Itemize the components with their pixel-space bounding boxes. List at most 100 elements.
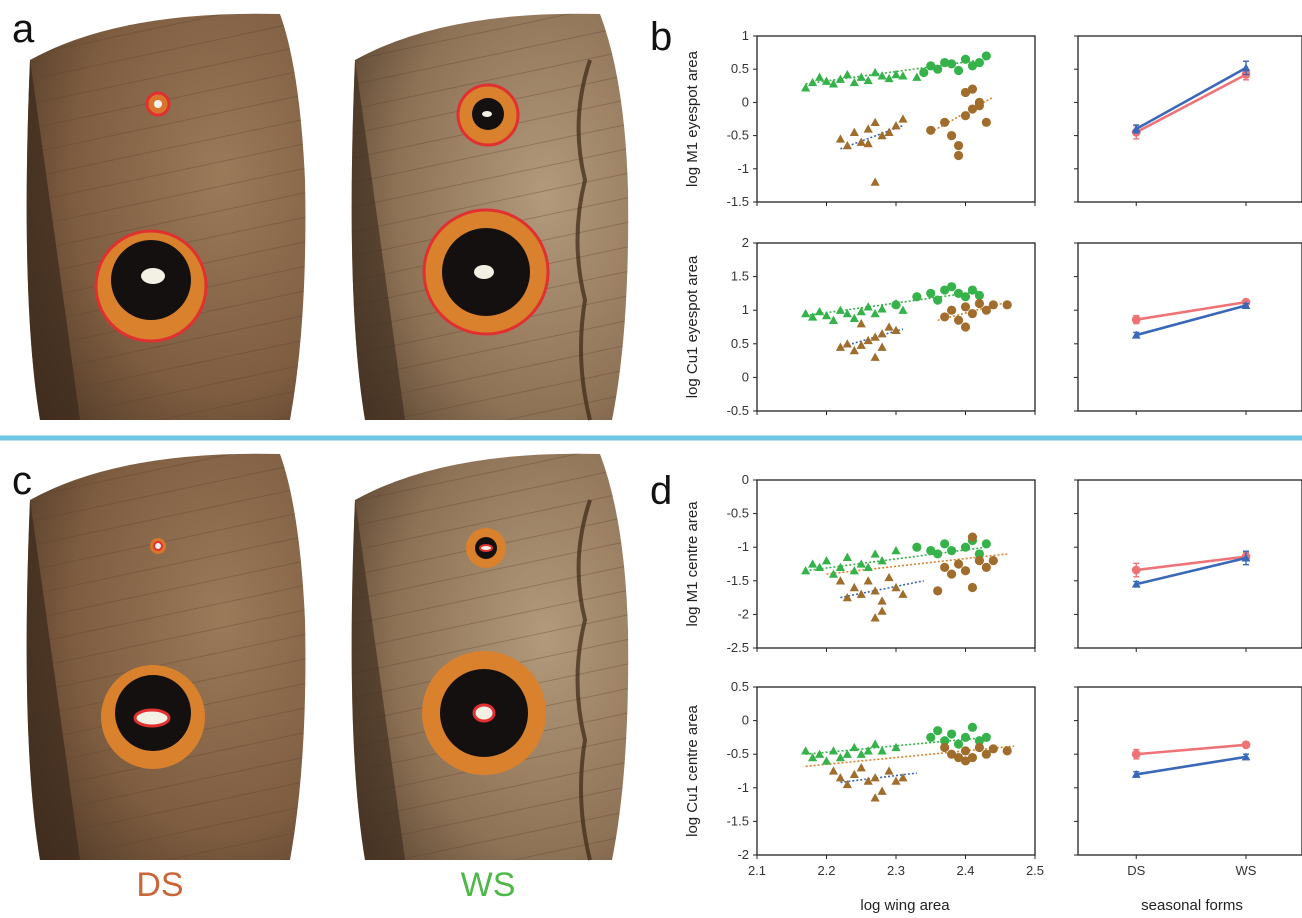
y-tick-label: 0 — [742, 94, 749, 109]
y-tick-label: 1 — [742, 28, 749, 43]
data-point-circle — [967, 61, 978, 71]
data-point-circle — [967, 308, 978, 319]
centre-m1-ring — [153, 541, 163, 551]
trendline — [805, 745, 1015, 768]
data-point-circle — [947, 545, 957, 556]
data-point-circle — [933, 549, 943, 559]
data-point-circle — [933, 64, 943, 74]
data-point-circle — [953, 559, 964, 569]
data-point-triangle — [856, 137, 866, 146]
mean-point-triangle — [1131, 769, 1141, 778]
data-point-triangle — [877, 746, 887, 755]
data-point-triangle — [870, 773, 880, 782]
trendline — [840, 328, 904, 348]
chart-d-bottom-left: 0.5 0 -0.5 -1 -1.5 -2 log Cu1 centre area 2.1 2.… — [684, 679, 1044, 878]
data-point-circle — [940, 742, 950, 753]
data-point-triangle — [870, 67, 880, 77]
data-point-triangle — [877, 606, 887, 615]
data-point-triangle — [891, 545, 901, 555]
data-point-triangle — [898, 773, 908, 782]
trendline — [840, 772, 917, 784]
y-tick-label: 0.5 — [731, 679, 749, 694]
data-point-triangle — [891, 325, 901, 335]
data-point-triangle — [912, 72, 922, 81]
data-point-circle — [960, 756, 971, 766]
data-point-circle — [947, 729, 957, 739]
ds-label: DS — [136, 866, 183, 904]
data-point-triangle — [801, 83, 811, 92]
mean-line — [1136, 555, 1247, 572]
data-point-triangle — [842, 749, 852, 758]
y-tick-label: -0.5 — [727, 506, 749, 521]
trendline — [805, 290, 980, 317]
x-tick-label: 2.4 — [956, 863, 974, 878]
data-point-triangle — [849, 77, 859, 87]
data-point-triangle — [877, 131, 887, 140]
data-point-triangle — [849, 582, 859, 592]
x-category-label: WS — [1236, 863, 1257, 878]
data-point-triangle — [835, 576, 845, 585]
data-point-circle — [926, 61, 936, 71]
data-point-circle — [940, 312, 950, 322]
data-point-triangle — [898, 589, 908, 598]
data-point-triangle — [842, 552, 852, 561]
y-tick-label: 1.5 — [731, 269, 749, 284]
y-tick-label: -1.5 — [727, 573, 749, 588]
mean-line — [1136, 755, 1247, 776]
data-point-triangle — [842, 593, 852, 602]
data-point-triangle — [821, 756, 832, 765]
x-axis-label-seasonal: seasonal forms — [1141, 897, 1243, 914]
data-point-triangle — [877, 71, 887, 80]
data-point-triangle — [849, 127, 859, 136]
data-point-circle — [947, 569, 957, 579]
data-point-circle — [967, 722, 978, 732]
data-point-triangle — [877, 304, 887, 313]
chart-b-bottom-left: 2 1.5 1 0.5 0 -0.5 log Cu1 eyespot area — [684, 235, 1036, 418]
data-point-circle — [940, 57, 950, 68]
data-point-circle — [967, 104, 978, 114]
data-point-circle — [981, 117, 991, 127]
panel-letter-b: b — [650, 15, 672, 59]
data-point-triangle — [814, 306, 825, 316]
data-point-triangle — [898, 305, 908, 314]
y-tick-label: -1 — [737, 539, 749, 554]
data-point-circle — [953, 739, 964, 749]
data-point-triangle — [842, 779, 852, 789]
panel-letter-c: c — [12, 459, 32, 503]
data-point-triangle — [801, 566, 811, 575]
data-point-triangle — [891, 121, 901, 130]
wing-image-c-ds — [26, 453, 306, 860]
data-point-triangle — [808, 77, 818, 87]
data-point-triangle — [863, 335, 873, 345]
data-point-triangle — [842, 339, 852, 348]
data-point-triangle — [828, 766, 839, 775]
data-point-circle — [933, 726, 943, 736]
data-point-triangle — [801, 308, 811, 318]
data-point-circle — [960, 87, 971, 98]
data-point-triangle — [849, 566, 859, 575]
y-tick-label: 0 — [742, 369, 749, 384]
data-point-triangle — [842, 140, 852, 150]
chart-b-top-left: 1 0.5 0 -0.5 -1 -1.5 log M1 eyespot area — [684, 28, 1036, 209]
data-point-triangle — [863, 576, 873, 585]
y-tick-label: -0.5 — [727, 403, 749, 418]
data-point-circle — [988, 556, 998, 566]
data-point-triangle — [835, 752, 845, 762]
data-point-triangle — [891, 776, 901, 785]
data-point-circle — [981, 749, 991, 759]
x-tick-label: 2.5 — [1026, 863, 1044, 878]
data-point-triangle — [884, 572, 894, 582]
y-tick-label: 0 — [742, 472, 749, 487]
data-point-triangle — [863, 302, 873, 311]
mean-line — [1135, 66, 1247, 131]
data-point-triangle — [835, 305, 845, 314]
data-point-circle — [933, 295, 943, 305]
panel-letter-d: d — [650, 469, 672, 513]
data-point-triangle — [898, 114, 908, 123]
x-category-label: DS — [1127, 863, 1145, 878]
data-point-triangle — [849, 313, 859, 322]
data-point-triangle — [856, 340, 866, 349]
mean-point-circle — [1241, 740, 1251, 750]
mean-point-circle — [1131, 315, 1141, 325]
